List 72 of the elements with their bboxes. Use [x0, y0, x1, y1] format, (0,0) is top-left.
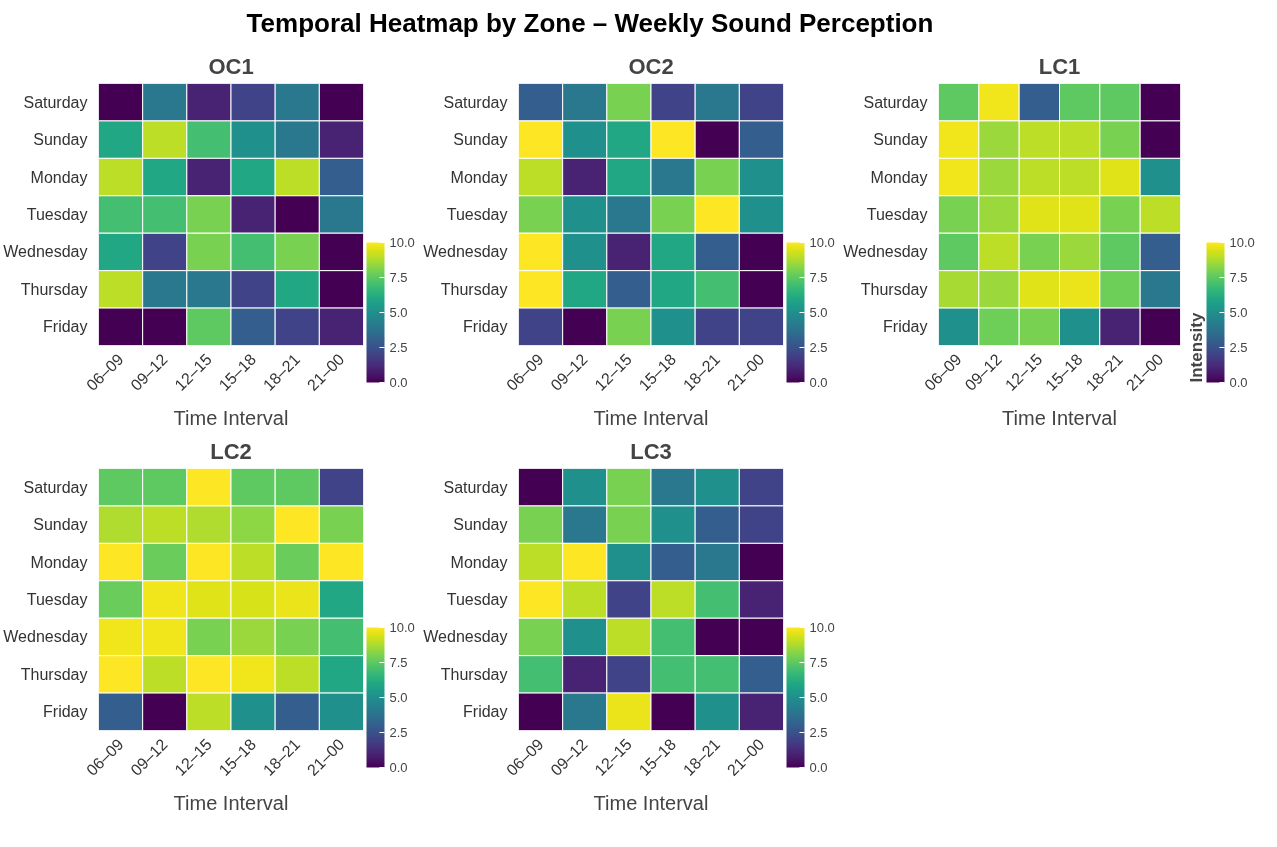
- chart-title: LC2: [210, 438, 252, 464]
- y-tick-label: Saturday: [23, 93, 88, 111]
- x-axis-title: Time Interval: [593, 406, 709, 429]
- y-tick-label: Wednesday: [423, 628, 508, 646]
- y-tick-label: Saturday: [443, 93, 508, 111]
- color-bar-label: 0.0: [809, 375, 828, 390]
- y-tick-label: Sunday: [453, 131, 508, 149]
- y-tick-label: Thursday: [440, 665, 508, 683]
- color-bar-title: Intensity: [1186, 312, 1206, 383]
- y-tick-label: Sunday: [33, 131, 88, 149]
- y-tick-label: Saturday: [863, 93, 928, 111]
- color-bar-label: 7.5: [809, 655, 828, 670]
- color-bar-label: 0.0: [389, 760, 408, 775]
- chart-title: LC3: [630, 438, 672, 464]
- y-tick-label: Tuesday: [866, 206, 928, 223]
- color-bar-label: 10.0: [389, 620, 415, 635]
- y-tick-label: Thursday: [860, 280, 928, 298]
- color-bar-label: 10.0: [1229, 235, 1255, 250]
- color-bar-label: 0.0: [1229, 375, 1248, 390]
- color-bar-label: 10.0: [389, 235, 415, 250]
- color-bar-label: 5.0: [809, 690, 828, 705]
- x-axis-title: Time Interval: [593, 791, 709, 814]
- color-bar-label: 2.5: [809, 725, 828, 740]
- color-bar-label: 5.0: [389, 690, 408, 705]
- y-tick-label: Wednesday: [3, 628, 88, 646]
- text: Temporal Heatmap by Zone – Weekly Sound Perception: [245, 7, 935, 40]
- x-axis-title: Time Interval: [1002, 406, 1117, 429]
- color-bar-label: 2.5: [809, 340, 828, 355]
- chart-title: OC1: [208, 53, 254, 79]
- color-bar-label: 7.5: [1229, 270, 1248, 285]
- color-bar-label: 5.0: [1229, 305, 1248, 320]
- y-tick-label: Saturday: [443, 478, 508, 496]
- color-bar-label: 10.0: [809, 620, 835, 635]
- y-tick-label: Monday: [30, 168, 88, 186]
- color-bar-label: 2.5: [389, 725, 408, 740]
- color-bar-label: 2.5: [1229, 340, 1248, 355]
- y-tick-label: Friday: [43, 318, 88, 336]
- color-bar-label: 5.0: [809, 305, 828, 320]
- y-tick-label: Sunday: [33, 516, 88, 534]
- y-tick-label: Friday: [43, 703, 88, 721]
- color-bar-label: 7.5: [389, 655, 408, 670]
- color-bar-label: 5.0: [389, 305, 408, 320]
- chart-title: OC2: [628, 53, 674, 79]
- y-tick-label: Friday: [463, 318, 508, 336]
- y-tick-label: Thursday: [20, 665, 88, 683]
- x-axis-title: Time Interval: [173, 406, 289, 429]
- x-axis-title: Time Interval: [173, 791, 289, 814]
- y-tick-label: Sunday: [453, 516, 508, 534]
- y-tick-label: Tuesday: [26, 591, 88, 608]
- y-tick-label: Tuesday: [26, 206, 88, 223]
- color-bar-label: 10.0: [809, 235, 835, 250]
- y-tick-label: Wednesday: [843, 243, 928, 261]
- y-tick-label: Wednesday: [3, 243, 88, 261]
- y-tick-label: Thursday: [20, 280, 88, 298]
- y-tick-label: Tuesday: [446, 591, 508, 608]
- color-bar-label: 7.5: [389, 270, 408, 285]
- y-tick-label: Monday: [30, 553, 88, 571]
- y-tick-label: Monday: [450, 168, 508, 186]
- y-tick-label: Thursday: [440, 280, 508, 298]
- y-tick-label: Monday: [450, 553, 508, 571]
- color-bar-label: 0.0: [809, 760, 828, 775]
- y-tick-label: Tuesday: [446, 206, 508, 223]
- y-tick-label: Wednesday: [423, 243, 508, 261]
- y-tick-label: Friday: [883, 318, 928, 336]
- y-tick-label: Saturday: [23, 478, 88, 496]
- y-tick-label: Monday: [870, 168, 928, 186]
- y-tick-label: Friday: [463, 703, 508, 721]
- chart-title: LC1: [1038, 53, 1081, 79]
- y-tick-label: Sunday: [873, 131, 928, 149]
- color-bar-label: 7.5: [809, 270, 828, 285]
- color-bar-label: 2.5: [389, 340, 408, 355]
- color-bar-label: 0.0: [389, 375, 408, 390]
